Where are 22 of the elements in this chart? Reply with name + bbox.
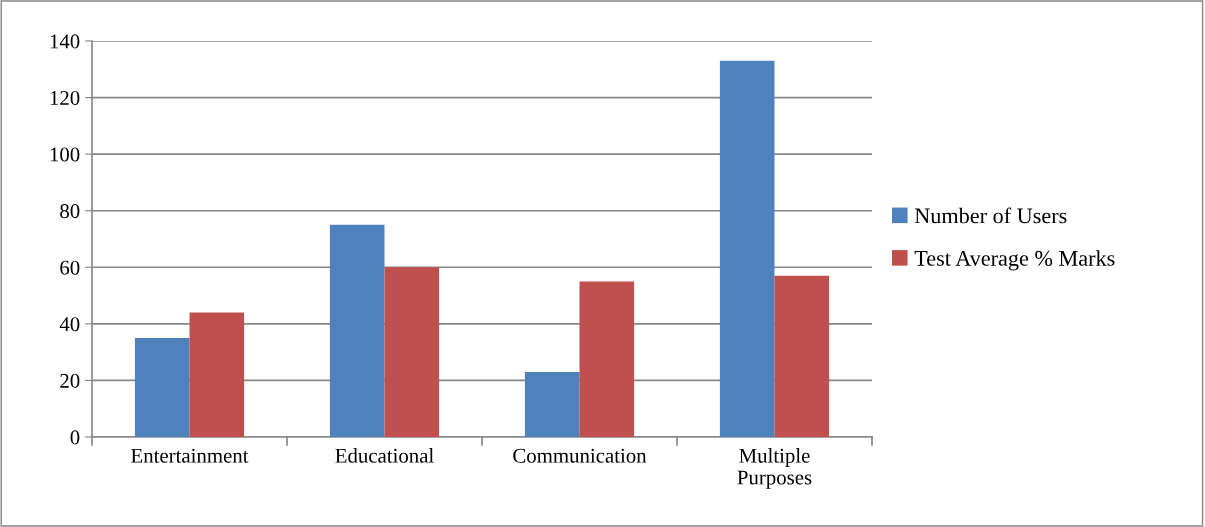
y-tick-label: 100: [50, 147, 80, 162]
bar: [524, 371, 580, 437]
y-tick-label: 20: [60, 373, 80, 388]
x-tick-label: Communication: [513, 448, 647, 463]
bar: [134, 338, 190, 437]
x-tick-label: Multiple Purposes: [737, 448, 812, 489]
bar: [774, 275, 830, 437]
legend-label: Number of Users: [914, 207, 1067, 224]
bar: [719, 60, 775, 437]
legend-label: Test Average % Marks: [914, 250, 1115, 271]
bar: [329, 224, 385, 437]
x-tick-label: Educational: [335, 448, 434, 463]
y-tick-label: 140: [50, 34, 80, 49]
y-tick-label: 60: [60, 260, 80, 275]
y-tick-label: 80: [60, 204, 80, 219]
bar: [579, 281, 635, 437]
y-tick-label: 40: [59, 317, 80, 332]
bar: [189, 312, 245, 437]
y-tick-label: 0: [70, 430, 80, 445]
y-tick-label: 120: [50, 90, 80, 105]
x-tick-label: Entertainment: [131, 448, 249, 463]
bar: [384, 267, 440, 437]
